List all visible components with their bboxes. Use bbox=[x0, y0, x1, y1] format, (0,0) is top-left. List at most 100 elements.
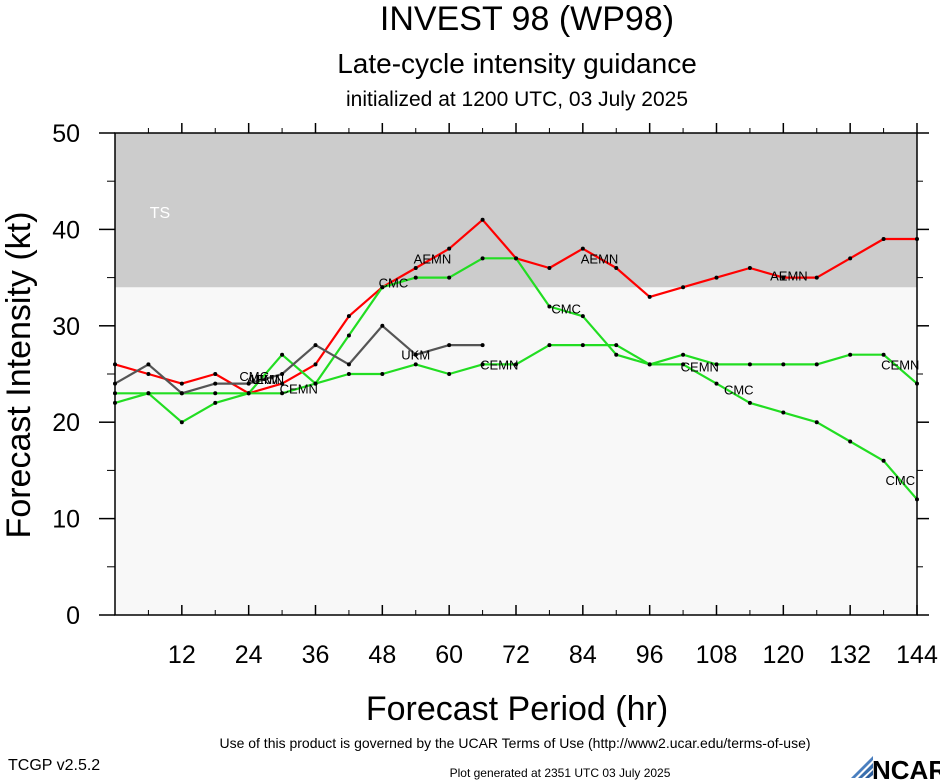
ncar-logo-icon bbox=[851, 756, 873, 778]
data-point-cmc bbox=[881, 458, 886, 463]
series-label-aemn: AEMN bbox=[247, 372, 285, 387]
x-tick-label: 48 bbox=[368, 641, 396, 669]
chart-title: INVEST 98 (WP98) bbox=[380, 0, 674, 38]
series-label-cemn: CEMN bbox=[280, 381, 318, 396]
data-point-ukm bbox=[146, 362, 151, 367]
data-point-aemn bbox=[480, 217, 485, 222]
data-point-aemn bbox=[580, 246, 585, 251]
series-label-aemn: AEMN bbox=[770, 269, 808, 284]
data-point-ukm bbox=[380, 323, 385, 328]
data-point-aemn bbox=[781, 275, 786, 280]
data-point-cemn bbox=[747, 362, 752, 367]
data-point-cemn bbox=[380, 372, 385, 376]
data-point-aemn bbox=[681, 285, 686, 290]
band-ts bbox=[115, 133, 917, 288]
data-point-cmc bbox=[547, 304, 552, 309]
series-label-cmc: CMC bbox=[551, 301, 581, 316]
ncar-logo-text: NCAR bbox=[872, 755, 940, 780]
data-point-cmc bbox=[814, 420, 819, 425]
data-point-cemn bbox=[413, 362, 418, 367]
data-point-cmc bbox=[514, 256, 518, 261]
y-tick-label: 0 bbox=[66, 602, 80, 630]
version-label: TCGP v2.5.2 bbox=[8, 757, 100, 774]
series-label-cmc: CMC bbox=[239, 369, 269, 384]
data-point-cmc bbox=[280, 352, 285, 357]
series-label-ukm: UKM bbox=[251, 372, 280, 387]
axes: 12 24 36 48 60 72 84 96 108 120 132 144 0 10 20 30 40 50 bbox=[52, 120, 938, 669]
chart-subtitle: Late-cycle intensity guidance bbox=[337, 48, 697, 79]
data-point-aemn bbox=[881, 237, 886, 242]
series-labels-cemn: CEMN CEMN CEMN CEMN bbox=[280, 357, 920, 396]
y-tick-label: 10 bbox=[52, 506, 80, 534]
data-point-cemn bbox=[547, 343, 552, 348]
series-label-cemn: CEMN bbox=[480, 357, 518, 372]
data-point-ukm bbox=[313, 343, 318, 348]
data-point-cemn bbox=[480, 362, 485, 367]
series-label-cmc: CMC bbox=[379, 275, 409, 290]
data-point-ukm bbox=[480, 343, 485, 348]
data-point-ukm bbox=[246, 381, 251, 386]
data-point-cmc bbox=[781, 410, 786, 415]
series-labels-aemn: AEMN AEMN AEMN AEMN bbox=[247, 251, 808, 387]
series-line-ukm bbox=[114, 324, 483, 395]
series-label-ukm: UKM bbox=[401, 348, 430, 363]
data-point-aemn bbox=[280, 381, 285, 386]
intensity-bands: TS bbox=[115, 133, 917, 288]
data-point-aemn bbox=[714, 275, 719, 280]
data-point-aemn bbox=[614, 265, 619, 270]
data-point-cemn bbox=[146, 391, 151, 396]
band-label-ts: TS bbox=[150, 205, 170, 222]
data-point-aemn bbox=[647, 294, 652, 299]
x-tick-label: 60 bbox=[435, 641, 463, 669]
series-label-cmc: CMC bbox=[885, 473, 915, 488]
data-point-cemn bbox=[848, 352, 853, 357]
data-point-cemn bbox=[346, 372, 351, 376]
data-point-aemn bbox=[547, 265, 552, 270]
data-point-cemn bbox=[580, 343, 585, 348]
data-point-cemn bbox=[514, 362, 518, 367]
x-tick-label: 12 bbox=[168, 641, 196, 669]
series-label-cmc: CMC bbox=[724, 382, 754, 397]
data-point-cemn bbox=[781, 362, 786, 367]
data-point-cemn bbox=[714, 362, 719, 367]
data-point-ukm bbox=[447, 343, 452, 348]
data-point-ukm bbox=[346, 362, 351, 367]
data-point-aemn bbox=[447, 246, 452, 251]
y-tick-label: 20 bbox=[52, 409, 80, 437]
data-point-cmc bbox=[747, 400, 752, 405]
series-label-cemn: CEMN bbox=[881, 357, 919, 372]
y-tick-label: 50 bbox=[52, 120, 80, 148]
series-label-aemn: AEMN bbox=[581, 251, 619, 266]
y-axis-label: Forecast Intensity (kt) bbox=[0, 212, 38, 539]
data-point-cmc bbox=[848, 439, 853, 444]
data-point-cmc bbox=[380, 285, 385, 290]
data-point-cemn bbox=[246, 391, 251, 396]
data-point-cemn bbox=[447, 372, 452, 376]
ncar-logo: NCAR bbox=[851, 755, 940, 780]
terms-of-use: Use of this product is governed by the U… bbox=[219, 735, 810, 751]
x-tick-label: 108 bbox=[696, 641, 738, 669]
series-cemn bbox=[113, 343, 919, 425]
data-point-cmc bbox=[580, 314, 585, 319]
x-tick-label: 144 bbox=[896, 641, 938, 669]
y-tick-label: 30 bbox=[52, 313, 80, 341]
data-point-cmc bbox=[714, 381, 719, 386]
data-point-cmc bbox=[413, 275, 418, 280]
data-point-cemn bbox=[280, 391, 285, 396]
data-point-cmc bbox=[614, 352, 619, 357]
x-tick-label: 36 bbox=[302, 641, 330, 669]
y-tick-label: 40 bbox=[52, 216, 80, 244]
data-point-cemn bbox=[614, 343, 619, 348]
x-tick-label: 72 bbox=[502, 641, 530, 669]
data-point-aemn bbox=[146, 372, 151, 376]
data-point-aemn bbox=[346, 314, 351, 319]
generated-label: Plot generated at 2351 UTC 03 July 2025 bbox=[450, 766, 671, 780]
series-ukm bbox=[113, 323, 485, 396]
data-point-cmc bbox=[346, 333, 351, 338]
series-labels-ukm: UKM UKM bbox=[251, 348, 430, 387]
data-point-ukm bbox=[179, 391, 184, 396]
data-point-cemn bbox=[179, 420, 184, 425]
x-tick-label: 24 bbox=[235, 641, 263, 669]
data-point-cemn bbox=[647, 362, 652, 367]
